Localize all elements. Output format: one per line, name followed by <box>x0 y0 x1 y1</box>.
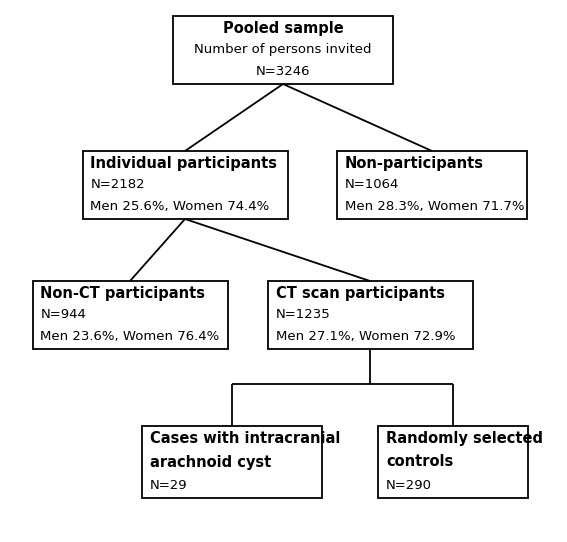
Text: Men 23.6%, Women 76.4%: Men 23.6%, Women 76.4% <box>40 330 220 343</box>
Text: N=2182: N=2182 <box>91 178 145 191</box>
Text: arachnoid cyst: arachnoid cyst <box>150 455 271 469</box>
FancyBboxPatch shape <box>32 281 227 349</box>
Text: Men 25.6%, Women 74.4%: Men 25.6%, Women 74.4% <box>91 200 270 213</box>
Text: CT scan participants: CT scan participants <box>276 286 445 301</box>
Text: Individual participants: Individual participants <box>91 156 277 171</box>
Text: N=3246: N=3246 <box>256 65 310 78</box>
Text: Men 27.1%, Women 72.9%: Men 27.1%, Women 72.9% <box>276 330 455 343</box>
FancyBboxPatch shape <box>378 426 528 498</box>
FancyBboxPatch shape <box>173 16 393 84</box>
Text: N=290: N=290 <box>386 479 432 492</box>
Text: Number of persons invited: Number of persons invited <box>194 43 372 56</box>
FancyBboxPatch shape <box>337 151 527 219</box>
Text: controls: controls <box>386 455 453 469</box>
FancyBboxPatch shape <box>83 151 287 219</box>
Text: Non-participants: Non-participants <box>345 156 484 171</box>
Text: N=1235: N=1235 <box>276 308 330 321</box>
Text: N=944: N=944 <box>40 308 86 321</box>
Text: Randomly selected: Randomly selected <box>386 431 543 447</box>
Text: N=29: N=29 <box>150 479 188 492</box>
Text: N=1064: N=1064 <box>345 178 399 191</box>
Text: Non-CT participants: Non-CT participants <box>40 286 205 301</box>
FancyBboxPatch shape <box>268 281 472 349</box>
Text: Cases with intracranial: Cases with intracranial <box>150 431 340 447</box>
FancyBboxPatch shape <box>142 426 322 498</box>
Text: Pooled sample: Pooled sample <box>223 21 344 36</box>
Text: Men 28.3%, Women 71.7%: Men 28.3%, Women 71.7% <box>345 200 524 213</box>
